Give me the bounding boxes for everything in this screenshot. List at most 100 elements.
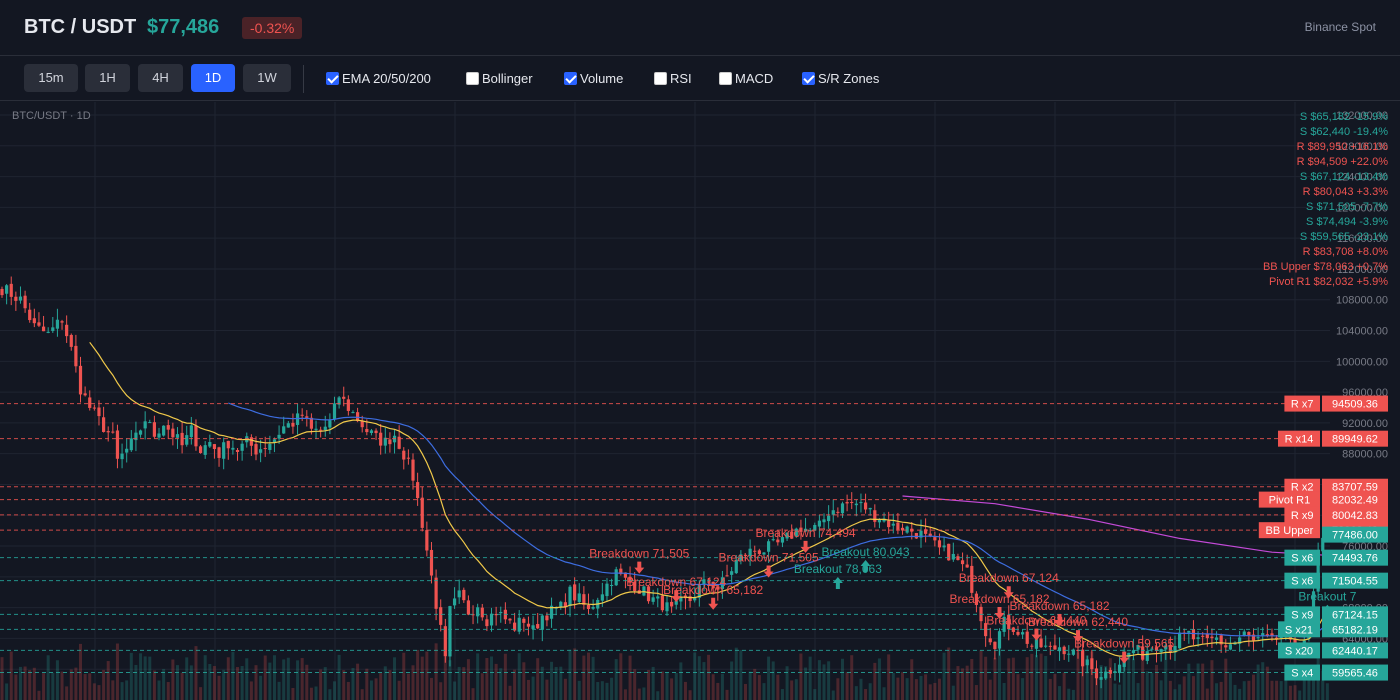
checkbox-unchecked-icon[interactable] — [719, 72, 732, 85]
candle-body — [577, 593, 581, 602]
candle-body — [328, 420, 332, 428]
candle-body — [642, 586, 646, 596]
volume-bar — [665, 672, 669, 700]
candle-body — [988, 638, 992, 643]
volume-bar — [203, 655, 207, 700]
volume-bar — [443, 650, 447, 700]
volume-bar — [328, 689, 332, 700]
breakdown-arrow-icon — [1003, 586, 1014, 599]
timeframe-4h-button[interactable]: 4H — [138, 64, 183, 92]
signal-annotation: Breakdown 67,124 — [959, 571, 1059, 585]
candle-body — [854, 503, 858, 506]
checkbox-checked-icon[interactable] — [564, 72, 577, 85]
candle-body — [956, 556, 960, 561]
sr-tag-label: R x2 — [1291, 482, 1314, 494]
volume-bar — [1201, 663, 1205, 700]
checkbox-unchecked-icon[interactable] — [466, 72, 479, 85]
breakout-arrow-icon — [1322, 604, 1333, 617]
candle-body — [1238, 637, 1242, 644]
volume-bar — [180, 672, 184, 700]
candle-body — [162, 425, 166, 436]
chart-title: BTC/USDT · 1D — [12, 110, 91, 122]
volume-bar — [730, 661, 734, 700]
candle-body — [517, 617, 521, 632]
level-legend-item: Pivot R1 $82,032 +5.9% — [1269, 276, 1388, 288]
volume-bar — [1164, 651, 1168, 700]
candle-body — [46, 331, 50, 333]
volume-bar — [1302, 666, 1306, 700]
timeframe-1w-button[interactable]: 1W — [243, 64, 291, 92]
checkbox-checked-icon[interactable] — [326, 72, 339, 85]
candle-body — [231, 447, 235, 450]
volume-bar — [416, 649, 420, 700]
volume-toggle[interactable]: Volume — [564, 71, 623, 87]
macd-toggle[interactable]: MACD — [719, 71, 773, 87]
candle-body — [152, 422, 156, 437]
volume-bar — [111, 680, 115, 700]
sr-tag-label: R x7 — [1291, 399, 1314, 411]
volume-bar — [490, 656, 494, 700]
candle-body — [101, 417, 106, 432]
candle-body — [568, 586, 572, 606]
timeframe-15m-button[interactable]: 15m — [24, 64, 78, 92]
volume-bar — [799, 653, 803, 700]
candle-body — [993, 641, 997, 650]
volume-bar — [794, 679, 798, 700]
level-legend-item: BB Upper $78,063 +0.7% — [1263, 261, 1388, 273]
candle-body — [928, 533, 932, 537]
volume-bar — [988, 679, 992, 700]
candle-body — [1048, 645, 1052, 647]
sr-tag-badge — [1278, 642, 1320, 659]
volume-bar — [1076, 652, 1080, 700]
volume-bar — [453, 681, 457, 700]
volume-bar — [249, 681, 253, 700]
breakdown-arrow-icon — [994, 607, 1005, 620]
ema-toggle[interactable]: EMA 20/50/200 — [326, 71, 431, 87]
candle-body — [836, 511, 840, 513]
timeframe-1h-button[interactable]: 1H — [85, 64, 130, 92]
volume-bar — [596, 682, 600, 700]
sr-price-tag — [1322, 526, 1388, 543]
volume-bar — [845, 672, 849, 700]
volume-bar — [1219, 681, 1223, 700]
candle-body — [716, 586, 720, 590]
candle-body — [148, 422, 152, 424]
candle-body — [586, 604, 591, 609]
timeframe-1d-button[interactable]: 1D — [191, 64, 235, 92]
candle-body — [887, 520, 891, 528]
checkbox-checked-icon[interactable] — [802, 72, 815, 85]
candle-body — [434, 577, 438, 609]
volume-bar — [356, 663, 360, 700]
sr-tag-badge — [1284, 395, 1320, 412]
candle-body — [254, 444, 258, 455]
candle-body — [1251, 634, 1256, 641]
checkbox-unchecked-icon[interactable] — [654, 72, 667, 85]
ema-toggle-label: EMA 20/50/200 — [342, 71, 431, 86]
volume-bar — [1270, 680, 1274, 700]
sr-price-tag — [1322, 491, 1388, 508]
price-chart[interactable]: BTC/USDT · 1D 132000.00 128000.00 124000.00… — [0, 102, 1400, 700]
sr-price-tag — [1322, 621, 1388, 638]
candle-body — [711, 581, 715, 589]
bollinger-toggle[interactable]: Bollinger — [466, 71, 533, 87]
candle-body — [646, 586, 651, 602]
candle-body — [822, 519, 826, 523]
candle-body — [208, 442, 212, 447]
signal-annotation: Breakdown 65,182 — [949, 592, 1049, 606]
candle-body — [425, 530, 429, 551]
volume-bar — [961, 668, 965, 700]
candle-body — [863, 502, 868, 510]
volume-bar — [619, 653, 623, 700]
sr-zones-toggle[interactable]: S/R Zones — [802, 71, 879, 87]
sr-price-tag — [1322, 572, 1388, 589]
candle-body — [217, 447, 221, 458]
sr-price-label: 94509.36 — [1332, 399, 1378, 411]
volume-bar — [1136, 683, 1140, 700]
volume-bar — [1085, 655, 1089, 700]
candle-body — [14, 296, 18, 301]
candle-body — [1210, 636, 1214, 639]
candle-body — [5, 285, 9, 294]
rsi-toggle[interactable]: RSI — [654, 71, 692, 87]
candle-body — [582, 594, 586, 605]
volume-bar — [970, 658, 974, 700]
